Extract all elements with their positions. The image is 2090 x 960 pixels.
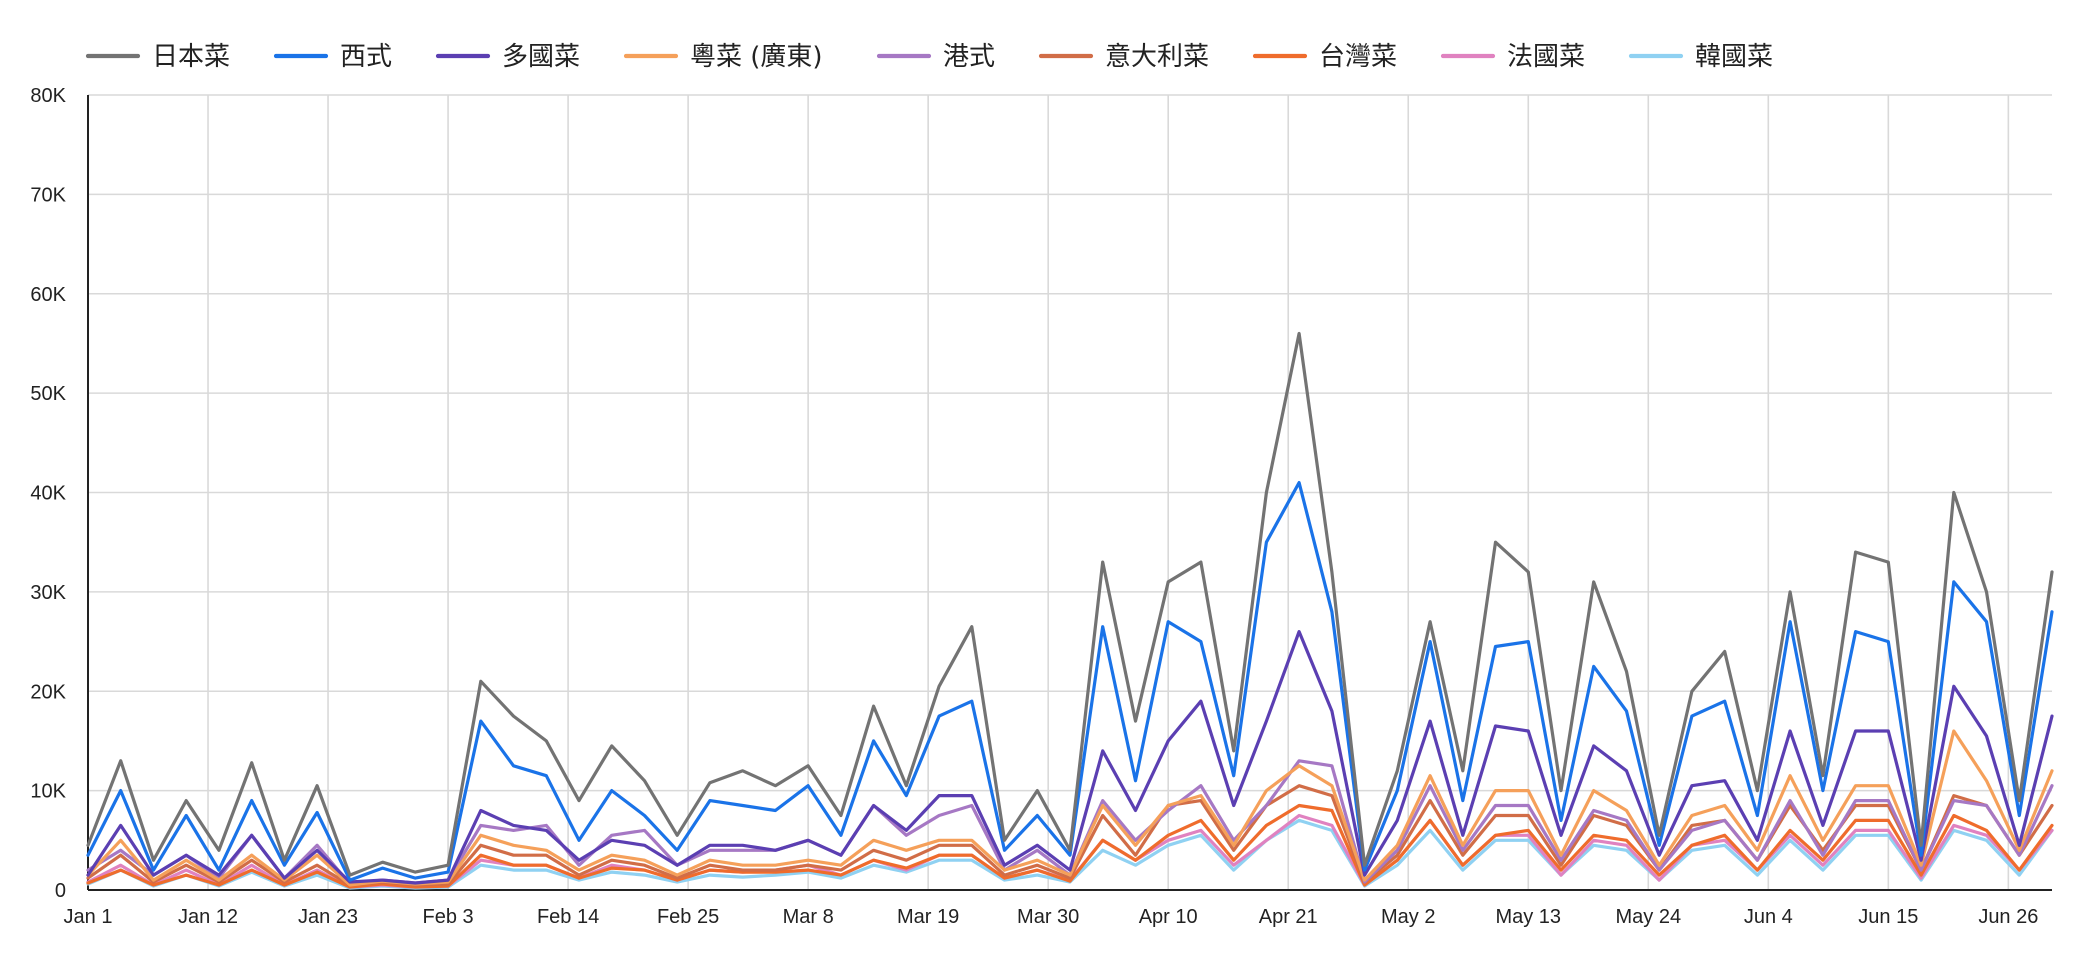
series-line-2 xyxy=(86,629,2054,885)
x-tick-label: Mar 19 xyxy=(897,906,959,928)
legend-item[interactable]: 法國菜 xyxy=(1440,42,1585,72)
x-tick-label: May 13 xyxy=(1495,906,1561,928)
y-tick-label: 80K xyxy=(30,85,66,107)
x-tick-label: Jun 15 xyxy=(1858,906,1918,928)
legend-label: 意大利菜 xyxy=(1105,42,1209,72)
x-tick-label: Mar 8 xyxy=(783,906,834,928)
x-tick-label: Feb 25 xyxy=(657,906,719,928)
legend-label: 法國菜 xyxy=(1507,42,1585,72)
x-tick-label: Jan 12 xyxy=(178,906,238,928)
x-tick-label: Jan 1 xyxy=(64,906,113,928)
legend-label: 粵菜 (廣東) xyxy=(690,42,823,72)
y-tick-label: 40K xyxy=(30,483,66,505)
series-line-0 xyxy=(86,331,2054,877)
y-tick-label: 70K xyxy=(30,184,66,206)
legend-label: 日本菜 xyxy=(152,42,230,72)
legend-label: 西式 xyxy=(340,42,392,72)
x-tick-label: Jun 4 xyxy=(1744,906,1793,928)
series-lines xyxy=(86,331,2054,890)
legend-item[interactable]: 韓國菜 xyxy=(1628,42,1773,72)
series-line-6 xyxy=(86,803,2054,889)
x-tick-label: Jan 23 xyxy=(298,906,358,928)
legend-item[interactable]: 西式 xyxy=(273,42,392,72)
legend-item[interactable]: 港式 xyxy=(876,42,995,72)
y-axis-tick-labels: 0 10K 20K 30K 40K 50K 60K 70K 80K xyxy=(30,85,66,902)
x-tick-label: Apr 21 xyxy=(1259,906,1318,928)
legend-label: 台灣菜 xyxy=(1319,42,1397,72)
x-tick-label: Feb 3 xyxy=(422,906,473,928)
gridlines xyxy=(88,94,2052,890)
legend-item[interactable]: 意大利菜 xyxy=(1038,42,1209,72)
legend-item[interactable]: 日本菜 xyxy=(85,42,230,72)
y-tick-label: 60K xyxy=(30,284,66,306)
legend-item[interactable]: 粵菜 (廣東) xyxy=(623,42,823,72)
y-tick-label: 0 xyxy=(55,880,66,902)
legend-item[interactable]: 多國菜 xyxy=(435,42,580,72)
x-tick-label: Jun 26 xyxy=(1978,906,2038,928)
x-tick-label: Apr 10 xyxy=(1139,906,1198,928)
x-tick-label: Feb 14 xyxy=(537,906,599,928)
y-tick-label: 10K xyxy=(30,781,66,803)
legend-item[interactable]: 台灣菜 xyxy=(1252,42,1397,72)
legend-label: 韓國菜 xyxy=(1695,42,1773,72)
x-tick-label: May 24 xyxy=(1615,906,1681,928)
legend: 日本菜 西式 多國菜 粵菜 (廣東) 港式 意大利菜 台灣菜 法國菜 韓國菜 xyxy=(85,42,1773,72)
x-tick-label: Mar 30 xyxy=(1017,906,1079,928)
legend-label: 多國菜 xyxy=(502,42,580,72)
x-tick-label: May 2 xyxy=(1381,906,1435,928)
axes xyxy=(87,95,2052,891)
x-axis-tick-labels: Jan 1 Jan 12 Jan 23 Feb 3 Feb 14 Feb 25 Mar 8 M… xyxy=(64,906,2039,928)
y-tick-label: 20K xyxy=(30,681,66,703)
y-tick-label: 30K xyxy=(30,582,66,604)
series-line-1 xyxy=(86,481,2054,882)
y-tick-label: 50K xyxy=(30,383,66,405)
legend-label: 港式 xyxy=(943,42,995,72)
